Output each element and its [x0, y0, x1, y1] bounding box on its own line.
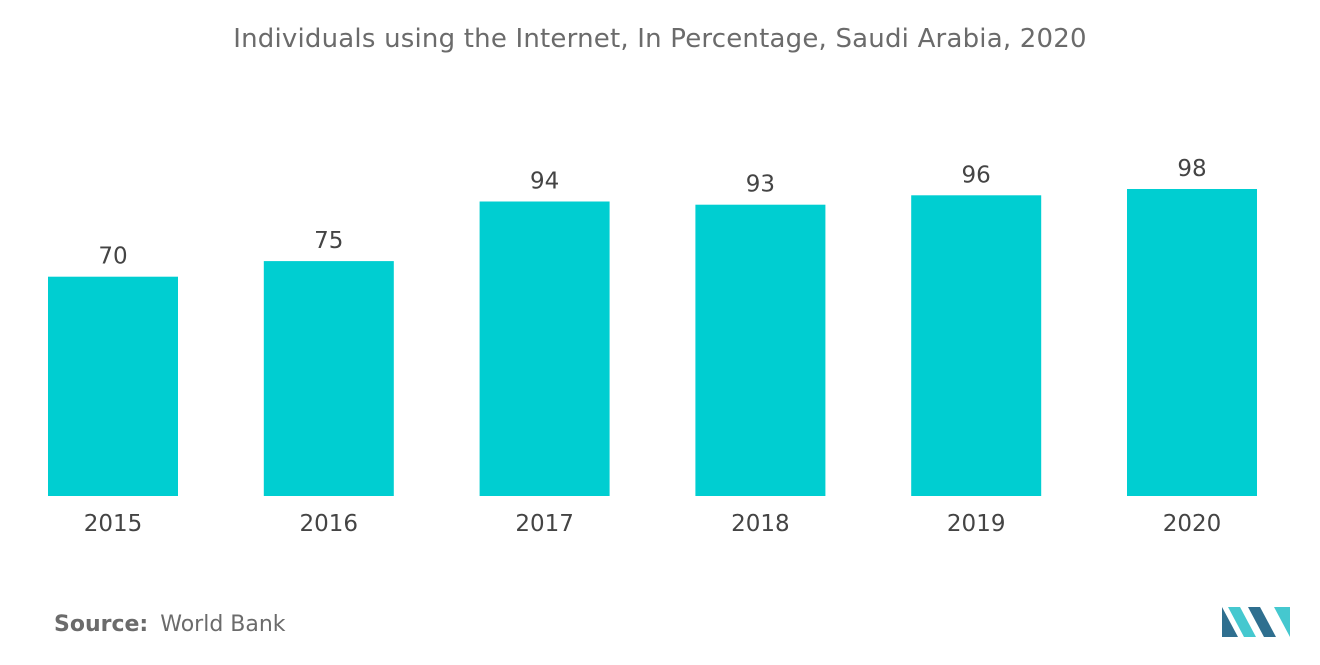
- bar-2017: [479, 201, 610, 496]
- value-label-2019: 96: [962, 162, 991, 188]
- value-labels-group: 70 75 94 93 96 98: [98, 156, 1206, 270]
- value-label-2017: 94: [530, 169, 559, 195]
- tick-label-2020: 2020: [1163, 511, 1222, 537]
- chart-title: Individuals using the Internet, In Perce…: [233, 24, 1087, 54]
- tick-label-2015: 2015: [84, 511, 143, 537]
- value-label-2016: 75: [314, 228, 343, 254]
- source-label: Source:: [54, 612, 149, 637]
- tick-label-2018: 2018: [731, 511, 790, 537]
- tick-label-2019: 2019: [947, 511, 1006, 537]
- bar-2019: [911, 195, 1042, 497]
- bars-group: [48, 189, 1257, 497]
- bar-2020: [1127, 189, 1257, 496]
- bar-2015: [48, 276, 178, 496]
- source-value: World Bank: [160, 612, 286, 637]
- tick-label-2016: 2016: [300, 511, 359, 537]
- tick-label-2017: 2017: [515, 511, 574, 537]
- value-label-2020: 98: [1177, 156, 1206, 182]
- tick-labels-group: 2015 2016 2017 2018 2019 2020: [84, 511, 1222, 537]
- mordor-intelligence-logo-icon: [1222, 603, 1290, 641]
- bar-2016: [263, 261, 394, 496]
- value-label-2015: 70: [98, 244, 127, 270]
- source-note: Source: World Bank: [54, 612, 286, 637]
- value-label-2018: 93: [746, 172, 775, 198]
- bar-2018: [695, 204, 826, 496]
